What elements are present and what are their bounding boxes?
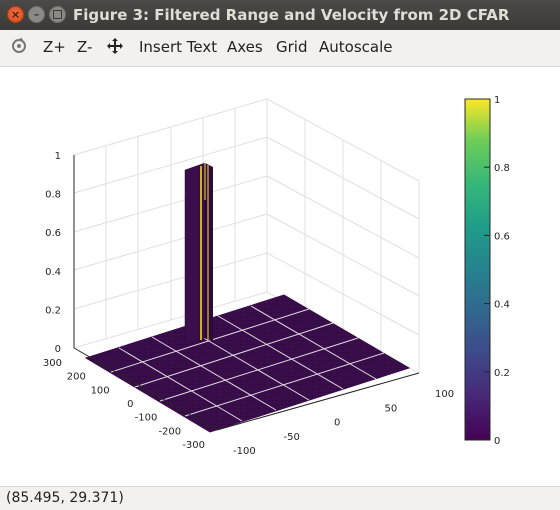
y-tick-label: -200 bbox=[158, 426, 181, 437]
minimize-icon: – bbox=[33, 8, 40, 21]
colorbar-tick-label: 1 bbox=[494, 95, 500, 106]
x-tick-label: 50 bbox=[385, 403, 398, 414]
pointer-coordinates: (85.495, 29.371) bbox=[6, 490, 124, 506]
y-tick-label: -300 bbox=[182, 440, 205, 451]
colorbar-tick-label: 0.4 bbox=[494, 300, 510, 311]
x-tick-label: -50 bbox=[284, 432, 300, 443]
surface-floor bbox=[84, 294, 411, 433]
colorbar-tick-label: 0 bbox=[494, 436, 500, 447]
colorbar-tick-label: 0.8 bbox=[494, 163, 510, 174]
x-axis-line bbox=[216, 372, 420, 431]
y-tick-label: 300 bbox=[43, 358, 62, 369]
maximize-window-button[interactable] bbox=[49, 6, 66, 23]
grid-button[interactable]: Grid bbox=[276, 38, 308, 56]
figure-toolbar: Z+ Z- Insert Text Axes Grid Autoscale bbox=[0, 30, 560, 67]
z-tick-label: 0 bbox=[55, 344, 61, 355]
zoom-in-button[interactable]: Z+ bbox=[43, 38, 66, 56]
y-tick-label: 200 bbox=[67, 372, 86, 383]
x-tick-label: -100 bbox=[233, 446, 256, 457]
z-tick-label: 1 bbox=[55, 151, 61, 162]
colorbar bbox=[464, 98, 491, 441]
pan-icon bbox=[107, 38, 123, 54]
x-tick-label: 0 bbox=[334, 418, 340, 429]
pan-button[interactable] bbox=[106, 37, 124, 59]
axes-button[interactable]: Axes bbox=[227, 38, 263, 56]
title-bar: × – Figure 3: Filtered Range and Velocit… bbox=[0, 0, 560, 30]
autoscale-button[interactable]: Autoscale bbox=[319, 38, 393, 56]
close-icon: × bbox=[10, 8, 21, 21]
close-window-button[interactable]: × bbox=[7, 6, 24, 23]
status-bar: (85.495, 29.371) bbox=[0, 486, 560, 510]
y-tick-label: 100 bbox=[91, 385, 110, 396]
y-axis-line bbox=[73, 347, 218, 431]
z-tick-label: 0.8 bbox=[45, 190, 61, 201]
plot-canvas[interactable]: 0 0.2 0.4 0.6 0.8 1 300 200 100 0 -100 -200 -300 -1… bbox=[0, 67, 560, 486]
window-title: Figure 3: Filtered Range and Velocity fr… bbox=[73, 6, 510, 24]
maximize-icon bbox=[53, 10, 62, 19]
z-tick-label: 0.6 bbox=[45, 228, 61, 239]
z-tick-label: 0.4 bbox=[45, 267, 61, 278]
y-tick-label: -100 bbox=[135, 413, 158, 424]
zoom-out-button[interactable]: Z- bbox=[77, 38, 93, 56]
surface-peak bbox=[184, 162, 213, 346]
minimize-window-button[interactable]: – bbox=[28, 6, 45, 23]
rotate-icon bbox=[12, 37, 26, 53]
x-tick-label: 100 bbox=[435, 389, 454, 400]
z-tick-label: 0.2 bbox=[45, 305, 61, 316]
colorbar-tick-label: 0.6 bbox=[494, 231, 510, 242]
y-tick-label: 0 bbox=[127, 399, 133, 410]
rotate-button[interactable] bbox=[10, 37, 28, 59]
insert-text-button[interactable]: Insert Text bbox=[139, 38, 218, 56]
colorbar-tick-label: 0.2 bbox=[494, 368, 510, 379]
